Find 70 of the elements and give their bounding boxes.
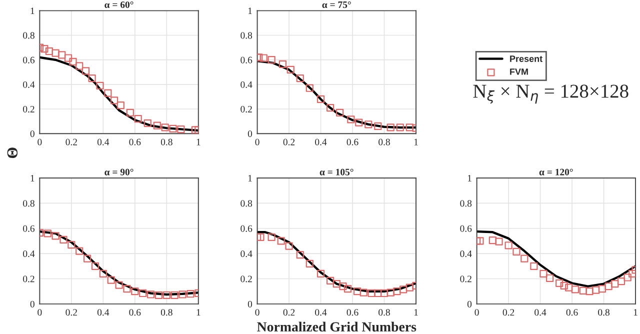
x-tick-label: 1 (414, 138, 418, 146)
x-tick-label: 0.4 (534, 309, 546, 316)
x-tick-label: 0 (474, 309, 479, 316)
legend-label: Present (510, 56, 542, 62)
x-axis-title: Normalized Grid Numbers (257, 322, 416, 332)
y-tick-label: 1 (30, 8, 34, 14)
y-tick-label: 0.4 (23, 250, 35, 258)
y-tick-label: 0.4 (240, 81, 252, 88)
y-tick-label: 0.6 (240, 56, 252, 64)
x-tick-label: 0 (255, 309, 260, 316)
x-tick-label: 0.2 (283, 138, 295, 146)
x-tick-label: 0.8 (598, 309, 610, 316)
y-tick-label: 0.8 (23, 200, 34, 207)
y-tick-label: 0.2 (460, 276, 472, 282)
chart-title: α = 90° (104, 168, 134, 176)
x-tick-label: 0.6 (346, 138, 358, 146)
y-tick-label: 1 (468, 174, 472, 182)
y-tick-label: 0.6 (460, 225, 472, 232)
y-tick-label: 0 (467, 300, 472, 308)
y-tick-label: 0.6 (23, 56, 35, 64)
y-axis-title: Θ (7, 148, 18, 158)
x-tick-label: 0.4 (97, 138, 110, 146)
legend-label: FVM (510, 68, 528, 75)
x-tick-label: 0.4 (97, 309, 110, 316)
x-tick-label: 0.2 (66, 138, 77, 146)
x-tick-label: 0.4 (315, 138, 327, 146)
x-tick-label: 0.6 (129, 138, 141, 146)
x-tick-label: 0.8 (160, 138, 172, 146)
y-tick-label: 0 (248, 300, 252, 308)
y-tick-label: 0 (30, 300, 34, 308)
x-tick-label: 0.8 (378, 309, 390, 316)
x-tick-label: 1 (196, 309, 200, 316)
y-tick-label: 0.8 (460, 200, 472, 207)
y-tick-label: 0.6 (240, 225, 252, 232)
text: N$_{ξ}$ × N$_{η}$ = 128×128 (473, 84, 628, 104)
y-tick-label: 0.2 (23, 276, 34, 282)
y-tick-label: 0 (248, 130, 252, 138)
chart-title: α = 60° (104, 1, 134, 8)
y-tick-label: 0.8 (240, 32, 252, 39)
y-tick-label: 0.4 (23, 81, 35, 88)
y-tick-label: 0.4 (240, 250, 252, 258)
y-tick-label: 0.2 (240, 106, 252, 113)
x-tick-label: 0 (38, 309, 42, 316)
y-tick-label: 0.8 (240, 200, 252, 207)
y-tick-label: 1 (248, 8, 252, 14)
x-tick-label: 0.4 (315, 309, 327, 316)
x-tick-label: 0.6 (346, 309, 358, 316)
chart-title: α = 120° (539, 168, 573, 176)
x-tick-label: 0.2 (66, 309, 77, 316)
y-tick-label: 0.4 (460, 250, 472, 258)
x-tick-label: 0.2 (283, 309, 295, 316)
x-tick-label: 0.6 (129, 309, 141, 316)
x-tick-label: 0.2 (502, 309, 514, 316)
chart-title: α = 105° (320, 168, 354, 176)
x-tick-label: 1 (414, 309, 418, 316)
x-tick-label: 1 (634, 309, 638, 316)
y-tick-label: 0 (30, 130, 34, 138)
x-tick-label: 0.8 (378, 138, 390, 146)
y-tick-label: 0.8 (23, 32, 34, 39)
x-tick-label: 0 (38, 138, 42, 146)
x-tick-label: 0.8 (160, 309, 172, 316)
x-tick-label: 1 (196, 138, 200, 146)
y-tick-label: 1 (30, 174, 34, 182)
y-tick-label: 0.2 (23, 106, 34, 113)
x-tick-label: 0 (255, 138, 260, 146)
y-tick-label: 0.6 (23, 225, 35, 232)
y-tick-label: 1 (248, 174, 252, 182)
x-tick-label: 0.6 (566, 309, 578, 316)
y-tick-label: 0.2 (240, 276, 252, 282)
chart-title: α = 75° (322, 1, 351, 8)
